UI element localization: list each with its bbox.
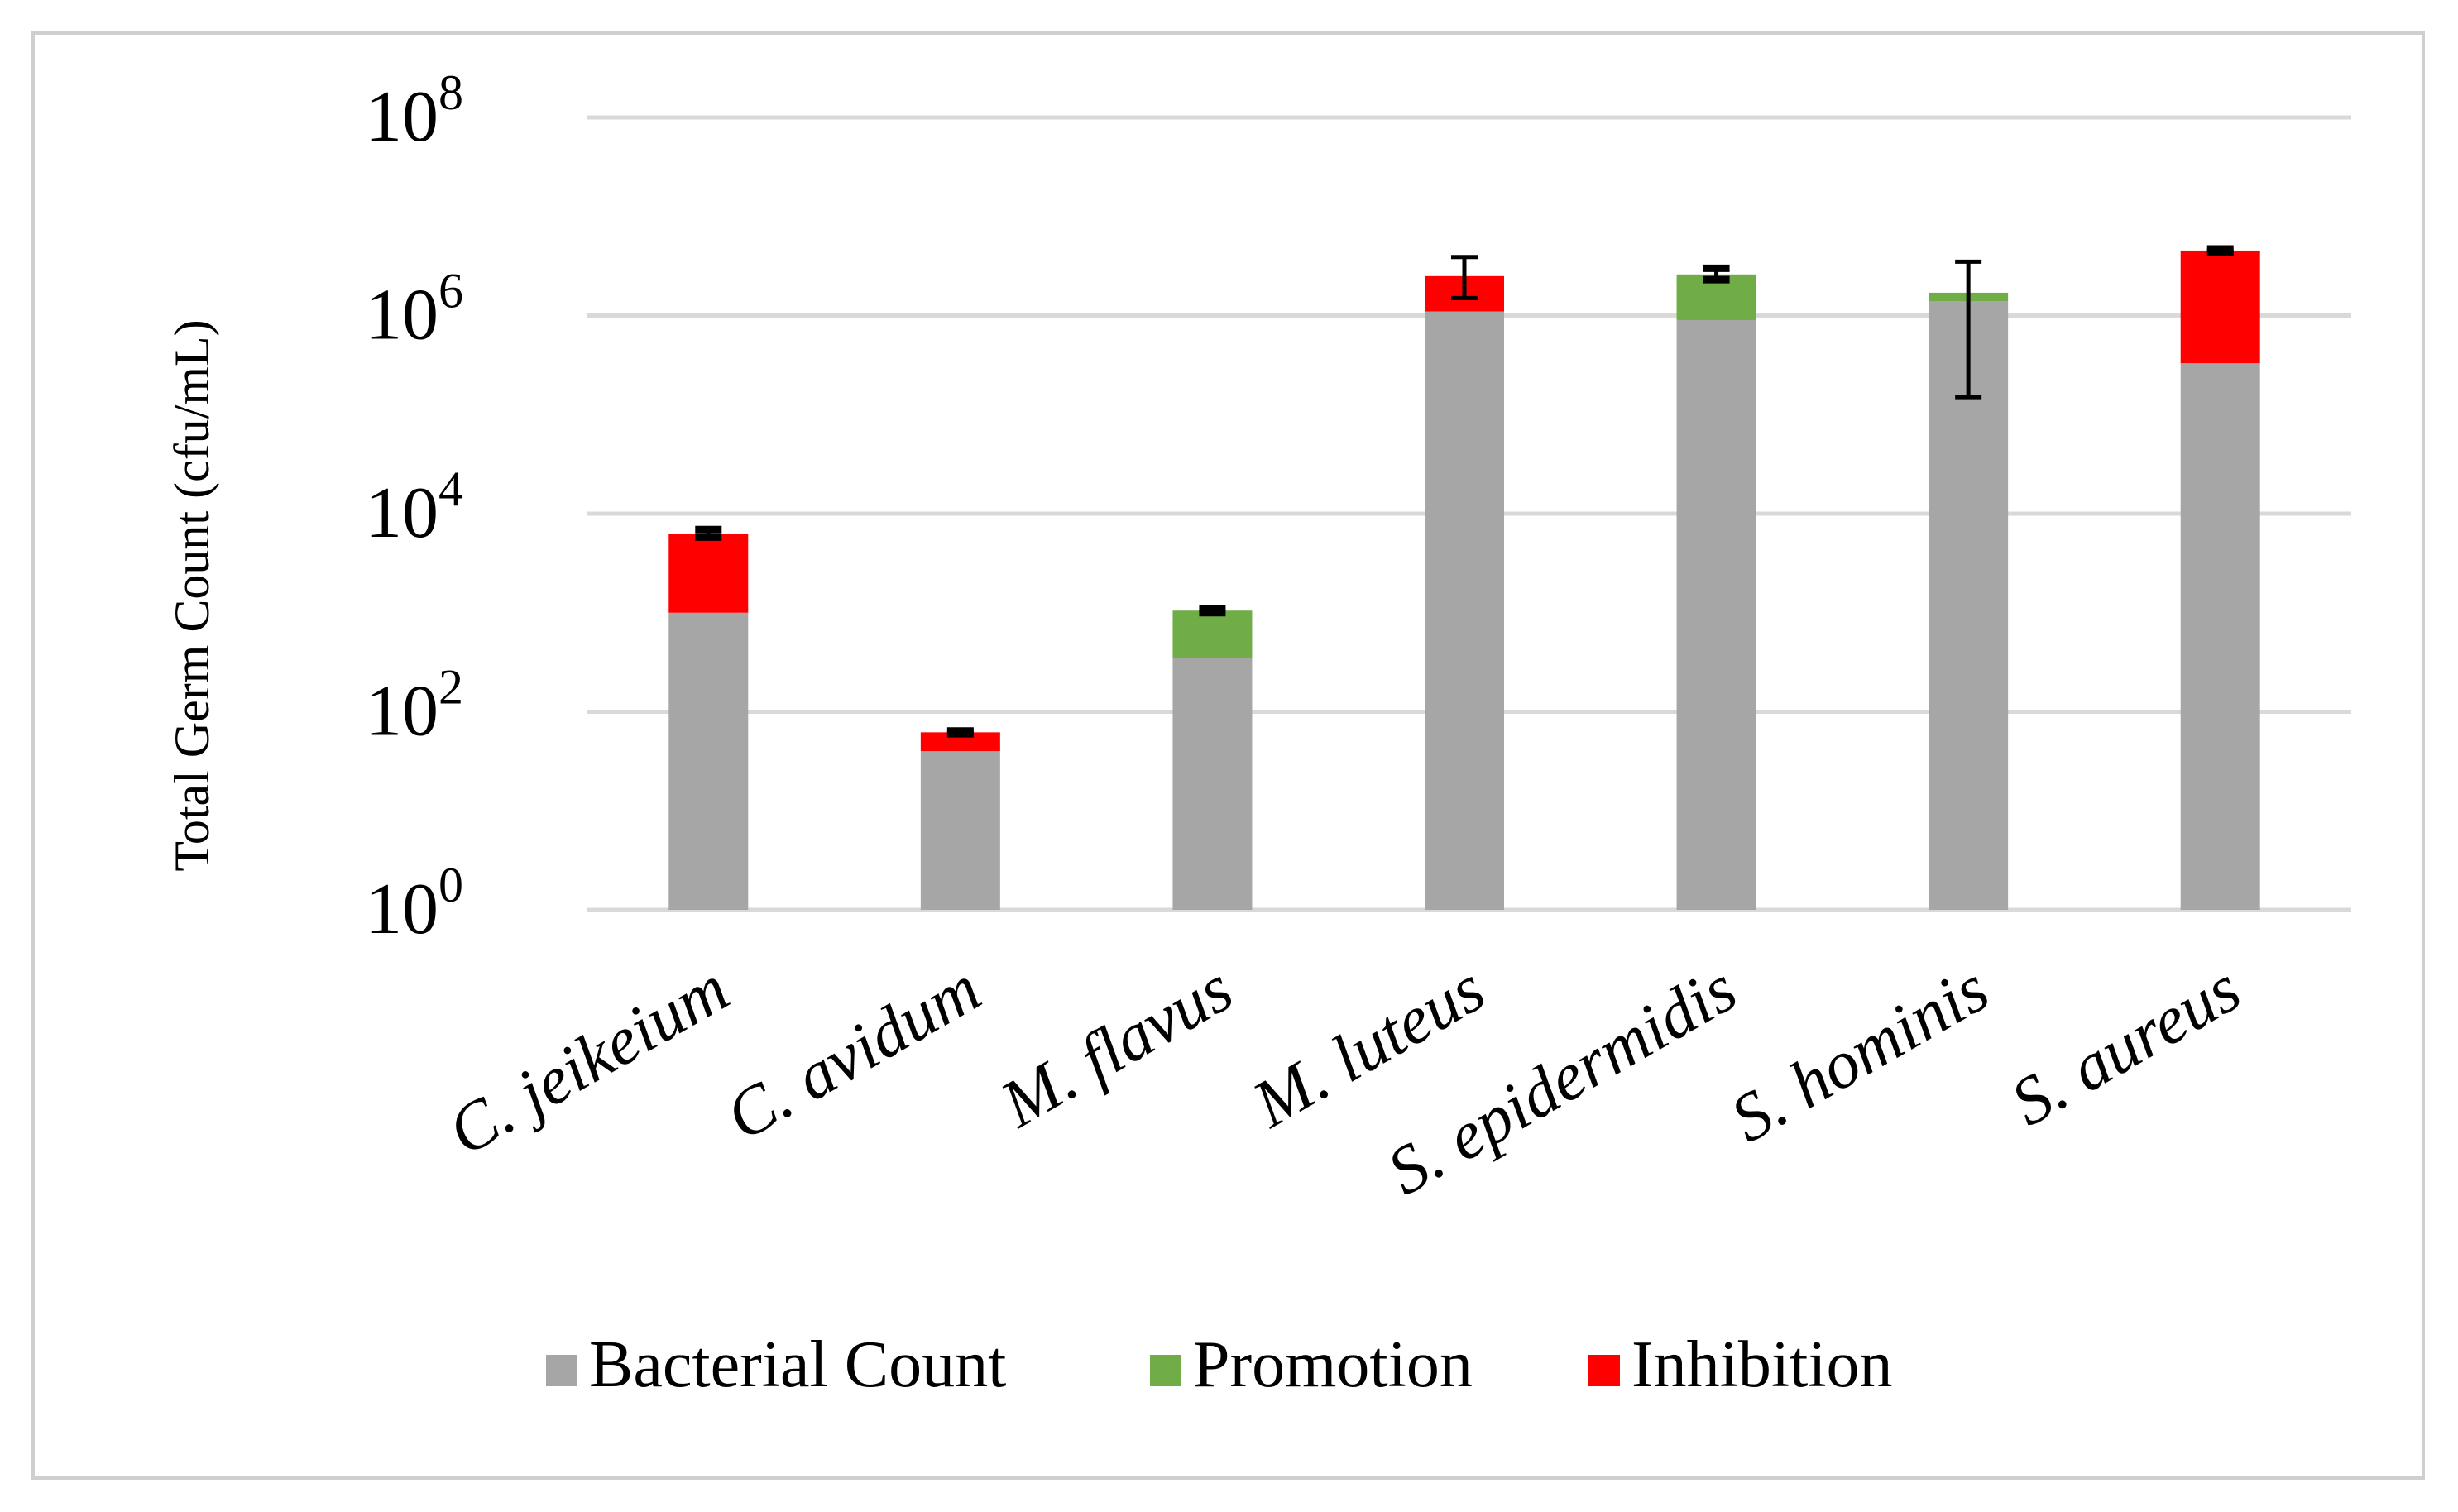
bar-segment-bacterial-count: [668, 612, 749, 910]
y-tick-label: 100: [366, 858, 463, 950]
bar-segment-bacterial-count: [1425, 311, 1504, 910]
error-bar: [1199, 605, 1226, 617]
x-tick-label: C. avidum: [713, 950, 992, 1155]
bar-segment-bacterial-count: [920, 751, 1000, 910]
chart-frame: 100 102 104 106 108 Total Germ Count (cfu/mL…: [31, 31, 2425, 1480]
bar-segment-inhibition: [2180, 250, 2260, 364]
bars: [668, 250, 2260, 910]
bar-segment-inhibition: [668, 534, 749, 613]
error-bar: [1451, 255, 1478, 300]
x-tick-label: C. jeikeium: [435, 950, 740, 1170]
bar-segment-bacterial-count: [1929, 301, 2009, 910]
error-bar: [1955, 259, 1982, 400]
bar-segment-inhibition: [920, 732, 1000, 752]
legend-label: Inhibition: [1631, 1328, 1893, 1401]
bar-segment-promotion: [1172, 610, 1253, 658]
bar-segment-bacterial-count: [1172, 658, 1253, 910]
y-tick-label: 108: [366, 65, 463, 157]
error-bar: [695, 525, 722, 541]
y-tick-label: 106: [366, 264, 463, 356]
legend-item: Inhibition: [1588, 1328, 1893, 1401]
legend-item: Promotion: [1150, 1328, 1473, 1401]
error-bar: [2206, 245, 2234, 256]
bar-segment-bacterial-count: [1676, 319, 1756, 910]
chart-svg: 100 102 104 106 108 Total Germ Count (cfu/mL…: [165, 65, 2351, 1401]
legend: Bacterial Count Promotion Inhibition: [546, 1328, 1893, 1401]
error-bar: [946, 727, 974, 738]
legend-swatch: [546, 1355, 577, 1386]
y-tick-label: 104: [366, 462, 463, 553]
legend-swatch: [1150, 1355, 1181, 1386]
x-tick-label: M. flavus: [988, 950, 1245, 1142]
y-tick-label: 102: [366, 660, 463, 752]
legend-swatch: [1588, 1355, 1620, 1386]
legend-label: Promotion: [1193, 1328, 1473, 1401]
x-tick-label: S. aureus: [1999, 950, 2253, 1141]
legend-label: Bacterial Count: [589, 1328, 1006, 1401]
error-bars: [695, 245, 2234, 738]
legend-item: Bacterial Count: [546, 1328, 1006, 1401]
error-bar: [1703, 264, 1730, 284]
x-tick-label: S. hominis: [1718, 950, 2000, 1157]
bar-segment-bacterial-count: [2180, 363, 2260, 910]
y-axis-label: Total Germ Count (cfu/mL): [165, 319, 219, 871]
y-axis-tick-labels: 100 102 104 106 108: [366, 65, 463, 950]
